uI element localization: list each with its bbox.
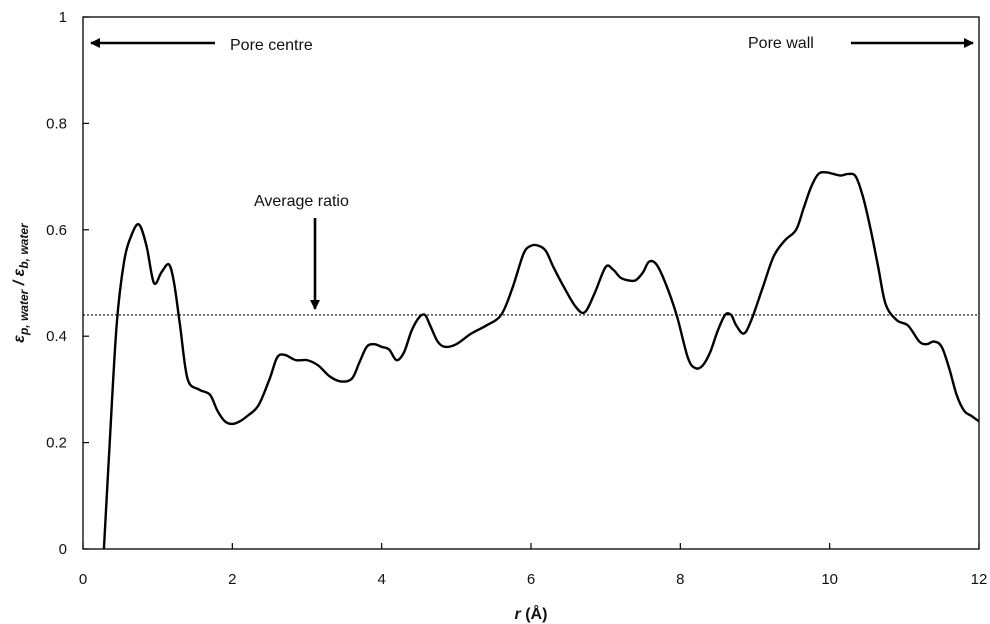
x-tick-label: 12 xyxy=(971,571,988,588)
x-axis-title: r (Å) xyxy=(515,604,548,623)
plot-frame xyxy=(82,16,980,550)
pore-wall-label: Pore wall xyxy=(748,35,814,52)
y-tick-label: 0 xyxy=(59,541,67,558)
annotation-average-ratio: Average ratio xyxy=(254,193,349,310)
series-layer xyxy=(83,170,980,550)
y-tick-label: 0.4 xyxy=(46,328,67,345)
y-tick-label: 0.8 xyxy=(46,115,67,132)
x-axis-ticks: 0 2 4 6 8 10 12 xyxy=(79,543,988,588)
x-tick-label: 8 xyxy=(676,571,684,588)
average-ratio-label: Average ratio xyxy=(254,193,349,210)
ratio-curve xyxy=(102,170,980,550)
y-tick-label: 0.6 xyxy=(46,222,67,239)
x-tick-label: 6 xyxy=(527,571,535,588)
annotation-pore-wall: Pore wall xyxy=(748,35,974,52)
pore-centre-label: Pore centre xyxy=(230,37,313,54)
y-tick-label: 0.2 xyxy=(46,435,67,452)
y-tick-label: 1 xyxy=(59,9,67,26)
y-axis-title: εp, water / εb, water xyxy=(11,222,31,343)
x-tick-label: 4 xyxy=(377,571,385,588)
x-tick-label: 10 xyxy=(821,571,838,588)
y-axis-ticks: 0 0.2 0.4 0.6 0.8 1 xyxy=(46,9,89,558)
x-tick-label: 2 xyxy=(228,571,236,588)
x-tick-label: 0 xyxy=(79,571,87,588)
annotation-pore-centre: Pore centre xyxy=(90,37,313,54)
